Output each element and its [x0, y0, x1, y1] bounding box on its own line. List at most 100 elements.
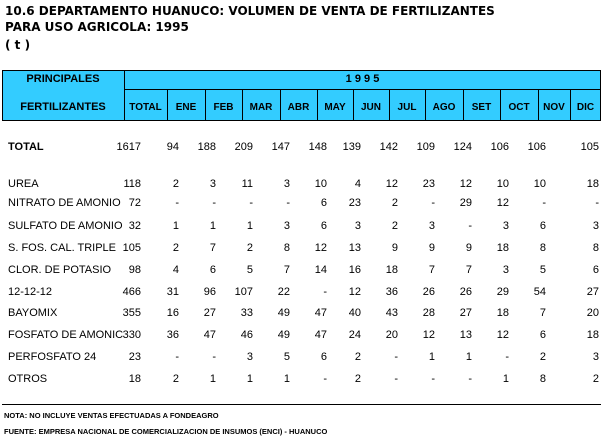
table-cell: 12: [348, 286, 361, 298]
header-divider: [124, 89, 601, 90]
table-cell: 26: [422, 286, 435, 298]
table-cell: 29: [459, 197, 472, 209]
table-cell: 3: [246, 351, 253, 363]
table-cell: 9: [465, 242, 472, 254]
row-label: PERFOSFATO 24: [8, 351, 97, 363]
table-cell: 4: [354, 178, 361, 190]
table-cell: 72: [128, 197, 141, 209]
table-cell: 8: [539, 373, 546, 385]
table-cell: 27: [203, 307, 216, 319]
column-divider: [205, 89, 206, 121]
table-cell: 20: [385, 329, 398, 341]
column-divider: [389, 89, 390, 121]
header-divider: [124, 70, 125, 121]
table-cell: 12: [422, 329, 435, 341]
table-cell: 6: [320, 351, 327, 363]
table-cell: 47: [203, 329, 216, 341]
table-cell: -: [323, 286, 327, 298]
table-cell: 98: [128, 264, 141, 276]
table-cell: 3: [502, 220, 509, 232]
table-cell: 3: [592, 351, 599, 363]
table-cell: 54: [533, 286, 546, 298]
table-cell: 148: [308, 141, 327, 153]
column-divider: [570, 89, 571, 121]
table-cell: 96: [203, 286, 216, 298]
table-cell: 330: [122, 329, 141, 341]
table-cell: 105: [580, 141, 599, 153]
column-header-oct: OCT: [508, 102, 530, 113]
table-cell: 3: [283, 220, 290, 232]
table-cell: 1: [209, 373, 216, 385]
row-label: FOSFATO DE AMONIC: [8, 329, 124, 341]
row-label: SULFATO DE AMONIO: [8, 220, 123, 232]
table-cell: 40: [348, 307, 361, 319]
table-cell: 2: [172, 178, 179, 190]
column-header-set: SET: [471, 102, 492, 113]
table-cell: 355: [122, 307, 141, 319]
table-cell: 47: [314, 329, 327, 341]
column-divider: [317, 89, 318, 121]
table-cell: -: [468, 373, 472, 385]
table-cell: 14: [314, 264, 327, 276]
table-cell: 466: [122, 286, 141, 298]
units-label: ( t ): [5, 38, 31, 52]
table-cell: 8: [592, 242, 599, 254]
table-cell: 1: [465, 351, 472, 363]
table-cell: 107: [234, 286, 253, 298]
table-cell: 3: [354, 220, 361, 232]
table-cell: -: [175, 197, 179, 209]
table-cell: 109: [416, 141, 435, 153]
table-cell: 6: [320, 220, 327, 232]
table-cell: -: [286, 197, 290, 209]
table-cell: -: [431, 197, 435, 209]
table-cell: 1: [502, 373, 509, 385]
table-cell: 6: [592, 264, 599, 276]
table-cell: 6: [320, 197, 327, 209]
table-cell: 5: [283, 351, 290, 363]
table-cell: 118: [123, 178, 141, 190]
column-header-ago: AGO: [432, 102, 456, 113]
table-title: 10.6 DEPARTAMENTO HUANUCO: VOLUMEN DE VE…: [5, 4, 495, 18]
table-cell: 27: [459, 307, 472, 319]
table-cell: 29: [496, 286, 509, 298]
table-cell: 2: [354, 351, 361, 363]
table-cell: 16: [348, 264, 361, 276]
table-cell: 23: [128, 351, 141, 363]
table-cell: -: [323, 373, 327, 385]
table-cell: 3: [283, 178, 290, 190]
table-cell: -: [249, 197, 253, 209]
column-divider: [538, 89, 539, 121]
row-label: TOTAL: [8, 141, 44, 153]
table-cell: 12: [314, 242, 327, 254]
table-cell: 5: [539, 264, 546, 276]
column-divider: [167, 89, 168, 121]
table-cell: 124: [453, 141, 472, 153]
table-cell: 209: [234, 141, 253, 153]
table-cell: 7: [283, 264, 290, 276]
table-cell: 142: [379, 141, 398, 153]
table-cell: 18: [586, 178, 599, 190]
table-cell: 10: [496, 178, 509, 190]
table-cell: 12: [459, 178, 472, 190]
table-cell: 7: [539, 307, 546, 319]
column-header-dic: DIC: [576, 102, 595, 113]
table-cell: 1617: [116, 141, 141, 153]
table-cell: 105: [122, 242, 141, 254]
table-cell: -: [595, 197, 599, 209]
table-cell: 188: [197, 141, 216, 153]
table-cell: 12: [496, 197, 509, 209]
table-cell: 147: [271, 141, 290, 153]
column-header-may: MAY: [324, 102, 346, 113]
table-cell: 28: [422, 307, 435, 319]
row-label: 12-12-12: [8, 286, 53, 298]
table-cell: 2: [592, 373, 599, 385]
table-cell: 2: [172, 242, 179, 254]
table-cell: 11: [241, 178, 253, 190]
row-label: UREA: [8, 178, 39, 190]
table-cell: 7: [465, 264, 472, 276]
table-cell: -: [212, 351, 216, 363]
column-divider: [463, 89, 464, 121]
column-divider: [500, 89, 501, 121]
table-cell: 43: [385, 307, 398, 319]
column-header-mar: MAR: [249, 102, 273, 113]
